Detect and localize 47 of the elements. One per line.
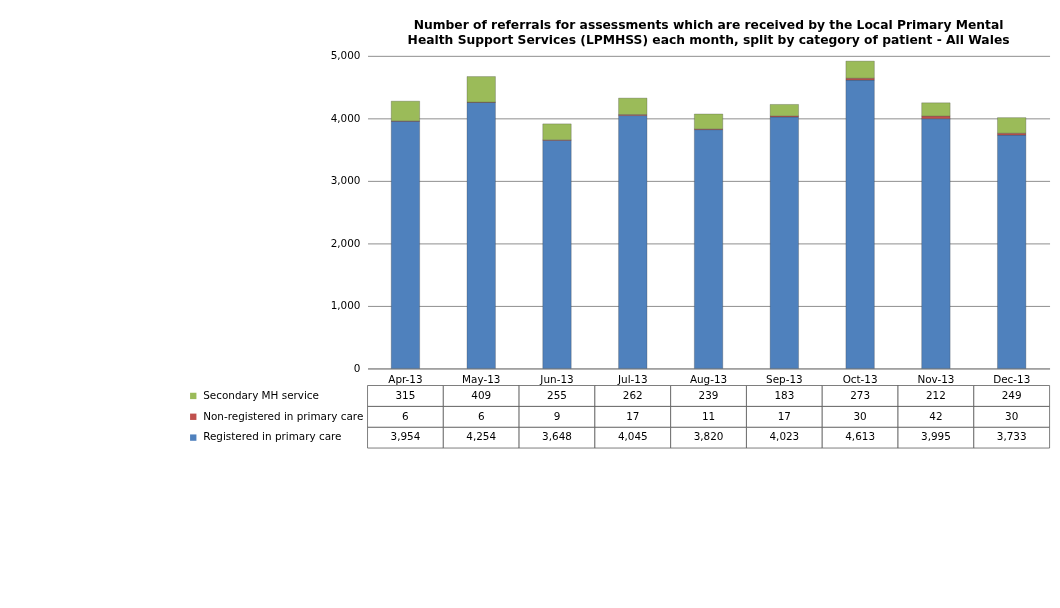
data-label: 239 [698,388,719,401]
data-label: 3,995 [921,430,951,443]
y-tick-label: 4,000 [330,111,361,124]
data-label: 3,820 [693,430,724,443]
data-label: 4,023 [769,430,800,443]
x-tick-label: Sep-13 [766,373,803,386]
y-tick-label: 0 [353,361,361,374]
data-label: 4,613 [845,430,876,443]
x-tick-label: Jul-13 [617,373,648,386]
x-tick-label: Dec-13 [993,373,1031,386]
data-label: 315 [395,388,416,401]
data-label: 3,954 [390,430,421,443]
legend-label: Registered in primary care [203,430,342,443]
legend-label: Secondary MH service [203,388,319,401]
x-tick-label: Aug-13 [689,373,728,386]
data-label: 4,045 [617,430,648,443]
x-tick-label: Oct-13 [842,373,878,386]
y-tick-label: 5,000 [330,49,361,62]
data-label: 11 [701,409,716,422]
text: Number of referrals for assessments which are received by the Local Primary Mental [413,18,1004,33]
data-label: 6 [402,409,409,422]
x-tick-label: May-13 [462,373,501,386]
data-label: 255 [547,388,567,401]
data-label: 409 [471,388,492,401]
data-label: 30 [853,409,867,422]
data-label: 17 [626,409,640,422]
data-label: 249 [1001,388,1022,401]
data-label: 6 [477,409,485,422]
legend-label: Non-registered in primary care [203,409,364,422]
data-label: 42 [929,409,943,422]
data-label: 212 [925,388,946,401]
data-label: 9 [553,409,561,422]
y-tick-label: 2,000 [330,236,361,249]
data-label: 273 [850,388,871,401]
data-label: 17 [777,409,791,422]
x-tick-label: Apr-13 [388,373,423,386]
data-label: 3,733 [996,430,1027,443]
data-label: 262 [622,388,643,401]
x-tick-label: Nov-13 [917,373,955,386]
text: Health Support Services (LPMHSS) each month, split by category of patient - All Wales [407,32,1010,47]
data-label: 183 [774,388,795,401]
y-tick-label: 3,000 [330,174,361,187]
data-label: 3,648 [542,430,572,443]
y-tick-label: 1,000 [330,299,361,312]
data-label: 30 [1005,409,1019,422]
x-tick-label: Jun-13 [539,373,574,386]
data-label: 4,254 [466,430,497,443]
